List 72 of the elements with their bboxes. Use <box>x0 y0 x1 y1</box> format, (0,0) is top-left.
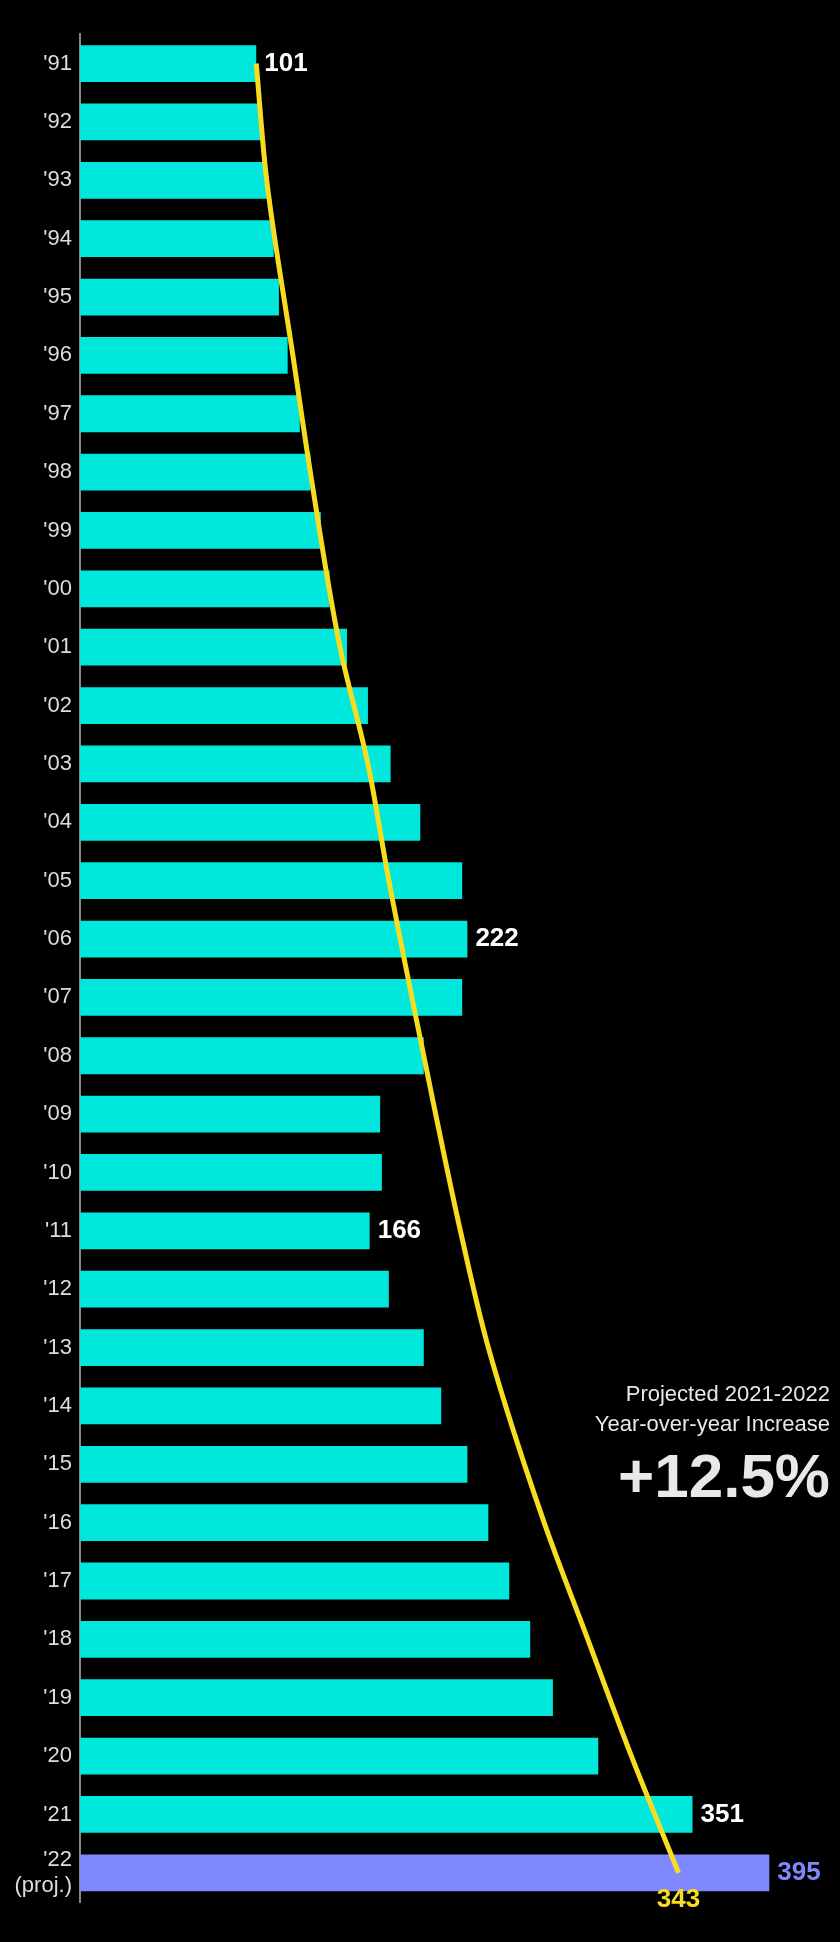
bar <box>80 1445 468 1483</box>
y-tick-label: '02 <box>43 691 72 717</box>
y-tick-label: '13 <box>43 1333 72 1359</box>
y-tick-label: '12 <box>43 1275 72 1301</box>
bar <box>80 979 463 1016</box>
bar <box>80 1387 442 1425</box>
y-tick-label: '99 <box>43 516 72 542</box>
bar <box>80 1737 599 1775</box>
y-tick-label: '16 <box>43 1508 72 1534</box>
data-label: 222 <box>475 922 519 953</box>
bar <box>80 1270 389 1308</box>
annotation: +12.5% <box>617 1441 830 1511</box>
bar <box>80 512 321 549</box>
bar <box>80 278 279 316</box>
data-label: 166 <box>377 1214 422 1244</box>
y-tick-label: '00 <box>43 574 72 600</box>
y-tick-label: '15 <box>43 1450 72 1476</box>
bar <box>80 161 267 199</box>
annotation: Year-over-year Increase <box>594 1411 830 1437</box>
y-tick-label: '14 <box>43 1391 72 1417</box>
bar <box>80 1620 531 1658</box>
y-tick-label: '04 <box>43 808 72 834</box>
bar <box>80 570 330 608</box>
y-tick-label: '20 <box>43 1742 72 1768</box>
y-tick-label: '91 <box>43 49 72 75</box>
y-tick-label: '08 <box>43 1041 72 1067</box>
y-tick-label: '96 <box>43 341 72 367</box>
bar <box>80 687 368 724</box>
bar <box>80 220 274 258</box>
y-tick-label: '22 (proj.) <box>14 1845 72 1898</box>
y-tick-label: '95 <box>43 283 72 309</box>
y-tick-label: '19 <box>43 1683 72 1709</box>
y-tick-label: '10 <box>43 1158 72 1184</box>
y-tick-label: '94 <box>43 224 72 250</box>
y-tick-label: '98 <box>43 458 72 484</box>
y-tick-label: '17 <box>43 1567 72 1593</box>
data-label: 351 <box>700 1797 744 1828</box>
y-tick-label: '93 <box>43 166 72 192</box>
y-tick-label: '09 <box>43 1100 72 1126</box>
bar <box>80 920 468 958</box>
bar <box>80 395 300 433</box>
bar <box>80 1504 489 1542</box>
bar <box>80 1037 424 1075</box>
bar <box>80 45 257 82</box>
bar <box>80 1329 424 1366</box>
y-tick-label: '07 <box>43 983 72 1009</box>
bar <box>80 745 391 783</box>
bar <box>80 803 421 841</box>
bar <box>80 1095 381 1133</box>
bar <box>80 1562 510 1600</box>
y-tick-label: '03 <box>43 749 72 775</box>
data-label: 395 <box>777 1855 821 1886</box>
y-tick-label: '01 <box>43 633 72 659</box>
y-tick-label: '18 <box>43 1625 72 1651</box>
bar <box>80 628 347 666</box>
bar <box>80 1154 382 1191</box>
y-tick-label: '97 <box>43 399 72 425</box>
data-label: 101 <box>264 46 308 77</box>
y-tick-label: '92 <box>43 108 72 134</box>
bar <box>80 337 288 374</box>
data-label: 343 <box>656 1882 701 1913</box>
bar <box>80 453 311 491</box>
y-tick-label: '11 <box>44 1216 72 1242</box>
y-tick-label: '05 <box>43 866 72 892</box>
bar <box>80 862 463 900</box>
bar <box>80 103 262 141</box>
bar <box>80 1679 553 1717</box>
annotation: Projected 2021-2022 <box>625 1381 830 1407</box>
y-tick-label: '21 <box>43 1800 72 1826</box>
bar <box>80 1212 370 1250</box>
y-tick-label: '06 <box>43 925 72 951</box>
bar <box>80 1796 693 1833</box>
